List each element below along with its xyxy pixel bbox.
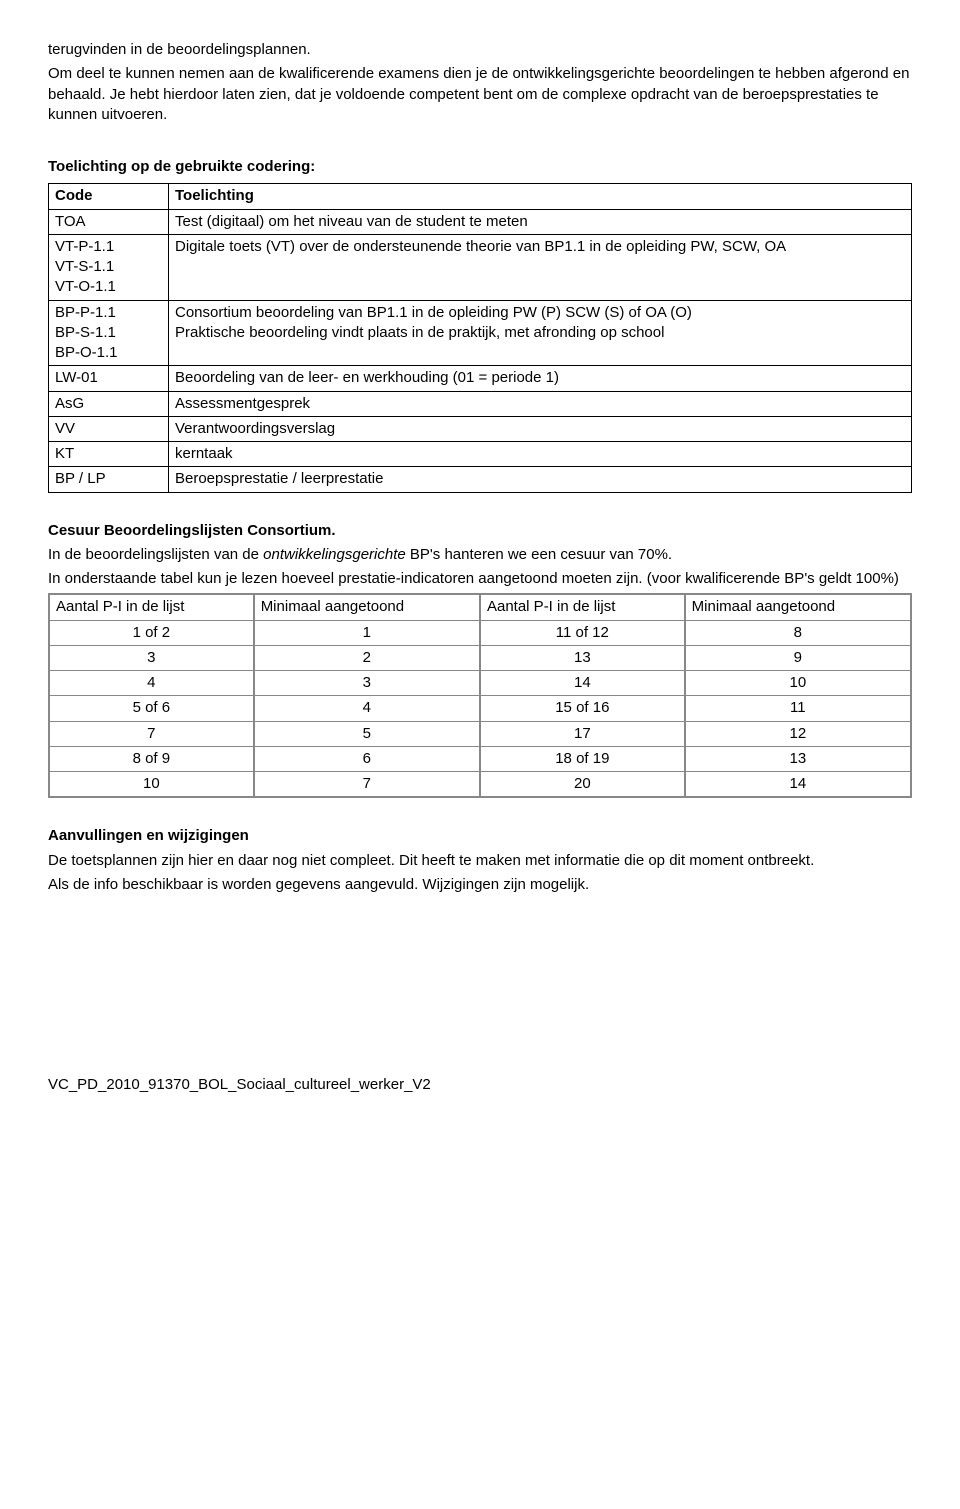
cesuur-header-2: Minimaal aangetoond <box>254 594 480 620</box>
text-cell: Digitale toets (VT) over de ondersteunen… <box>169 234 912 300</box>
table-row: 3 2 13 9 <box>49 645 911 670</box>
cesuur-cell: 18 of 19 <box>480 746 685 771</box>
table-row: AsG Assessmentgesprek <box>49 391 912 416</box>
cesuur-cell: 4 <box>254 696 480 721</box>
cesuur-cell: 13 <box>685 746 911 771</box>
cesuur-cell: 15 of 16 <box>480 696 685 721</box>
table-row: 1 of 2 1 11 of 12 8 <box>49 620 911 645</box>
coding-header-code: Code <box>49 184 169 209</box>
table-row: VV Verantwoordingsverslag <box>49 416 912 441</box>
code-cell: LW-01 <box>49 366 169 391</box>
cesuur-cell: 3 <box>49 645 254 670</box>
cesuur-cell: 5 of 6 <box>49 696 254 721</box>
cesuur-cell: 1 <box>254 620 480 645</box>
cesuur-cell: 6 <box>254 746 480 771</box>
cesuur-header-4: Minimaal aangetoond <box>685 594 911 620</box>
cesuur-cell: 3 <box>254 671 480 696</box>
coding-heading: Toelichting op de gebruikte codering: <box>48 157 912 177</box>
coding-table: Code Toelichting TOA Test (digitaal) om … <box>48 183 912 492</box>
table-row: 5 of 6 4 15 of 16 11 <box>49 696 911 721</box>
text-cell: kerntaak <box>169 442 912 467</box>
cesuur-cell: 10 <box>685 671 911 696</box>
cesuur-cell: 13 <box>480 645 685 670</box>
cesuur-cell: 8 <box>685 620 911 645</box>
cesuur-header-3: Aantal P-I in de lijst <box>480 594 685 620</box>
text-cell: Beroepsprestatie / leerprestatie <box>169 467 912 492</box>
code-cell: BP-P-1.1 BP-S-1.1 BP-O-1.1 <box>49 300 169 366</box>
cesuur-cell: 2 <box>254 645 480 670</box>
coding-header-toelichting: Toelichting <box>169 184 912 209</box>
table-row: 8 of 9 6 18 of 19 13 <box>49 746 911 771</box>
table-row: TOA Test (digitaal) om het niveau van de… <box>49 209 912 234</box>
code-cell: KT <box>49 442 169 467</box>
cesuur-cell: 7 <box>254 772 480 798</box>
code-cell: VV <box>49 416 169 441</box>
cesuur-heading: Cesuur Beoordelingslijsten Consortium. <box>48 521 912 541</box>
code-cell: AsG <box>49 391 169 416</box>
table-row: 4 3 14 10 <box>49 671 911 696</box>
cesuur-cell: 7 <box>49 721 254 746</box>
cesuur-cell: 11 of 12 <box>480 620 685 645</box>
text-cell: Verantwoordingsverslag <box>169 416 912 441</box>
aanvullingen-p2: Als de info beschikbaar is worden gegeve… <box>48 875 912 895</box>
text-cell: Assessmentgesprek <box>169 391 912 416</box>
cesuur-cell: 5 <box>254 721 480 746</box>
code-cell: VT-P-1.1 VT-S-1.1 VT-O-1.1 <box>49 234 169 300</box>
text-cell: Test (digitaal) om het niveau van de stu… <box>169 209 912 234</box>
cesuur-cell: 8 of 9 <box>49 746 254 771</box>
cesuur-cell: 12 <box>685 721 911 746</box>
cesuur-p1: In de beoordelingslijsten van de ontwikk… <box>48 545 912 565</box>
cesuur-cell: 11 <box>685 696 911 721</box>
table-row: LW-01 Beoordeling van de leer- en werkho… <box>49 366 912 391</box>
footer-text: VC_PD_2010_91370_BOL_Sociaal_cultureel_w… <box>48 1075 912 1095</box>
table-row: 7 5 17 12 <box>49 721 911 746</box>
code-cell: TOA <box>49 209 169 234</box>
cesuur-cell: 9 <box>685 645 911 670</box>
text-cell: Beoordeling van de leer- en werkhouding … <box>169 366 912 391</box>
cesuur-header-1: Aantal P-I in de lijst <box>49 594 254 620</box>
text-cell: Consortium beoordeling van BP1.1 in de o… <box>169 300 912 366</box>
table-row: KT kerntaak <box>49 442 912 467</box>
cesuur-cell: 14 <box>480 671 685 696</box>
table-row: BP / LP Beroepsprestatie / leerprestatie <box>49 467 912 492</box>
cesuur-cell: 1 of 2 <box>49 620 254 645</box>
cesuur-cell: 10 <box>49 772 254 798</box>
code-cell: BP / LP <box>49 467 169 492</box>
aanvullingen-heading: Aanvullingen en wijzigingen <box>48 826 912 846</box>
cesuur-cell: 14 <box>685 772 911 798</box>
table-row: VT-P-1.1 VT-S-1.1 VT-O-1.1 Digitale toet… <box>49 234 912 300</box>
table-row: BP-P-1.1 BP-S-1.1 BP-O-1.1 Consortium be… <box>49 300 912 366</box>
intro-line-1: terugvinden in de beoordelingsplannen. <box>48 40 912 60</box>
cesuur-p1-italic: ontwikkelingsgerichte <box>263 546 406 563</box>
cesuur-p2: In onderstaande tabel kun je lezen hoeve… <box>48 569 912 589</box>
cesuur-table: Aantal P-I in de lijst Minimaal aangetoo… <box>48 593 912 798</box>
aanvullingen-p1: De toetsplannen zijn hier en daar nog ni… <box>48 851 912 871</box>
intro-line-2: Om deel te kunnen nemen aan de kwalifice… <box>48 64 912 125</box>
cesuur-cell: 17 <box>480 721 685 746</box>
table-row: 10 7 20 14 <box>49 772 911 798</box>
cesuur-cell: 20 <box>480 772 685 798</box>
cesuur-cell: 4 <box>49 671 254 696</box>
